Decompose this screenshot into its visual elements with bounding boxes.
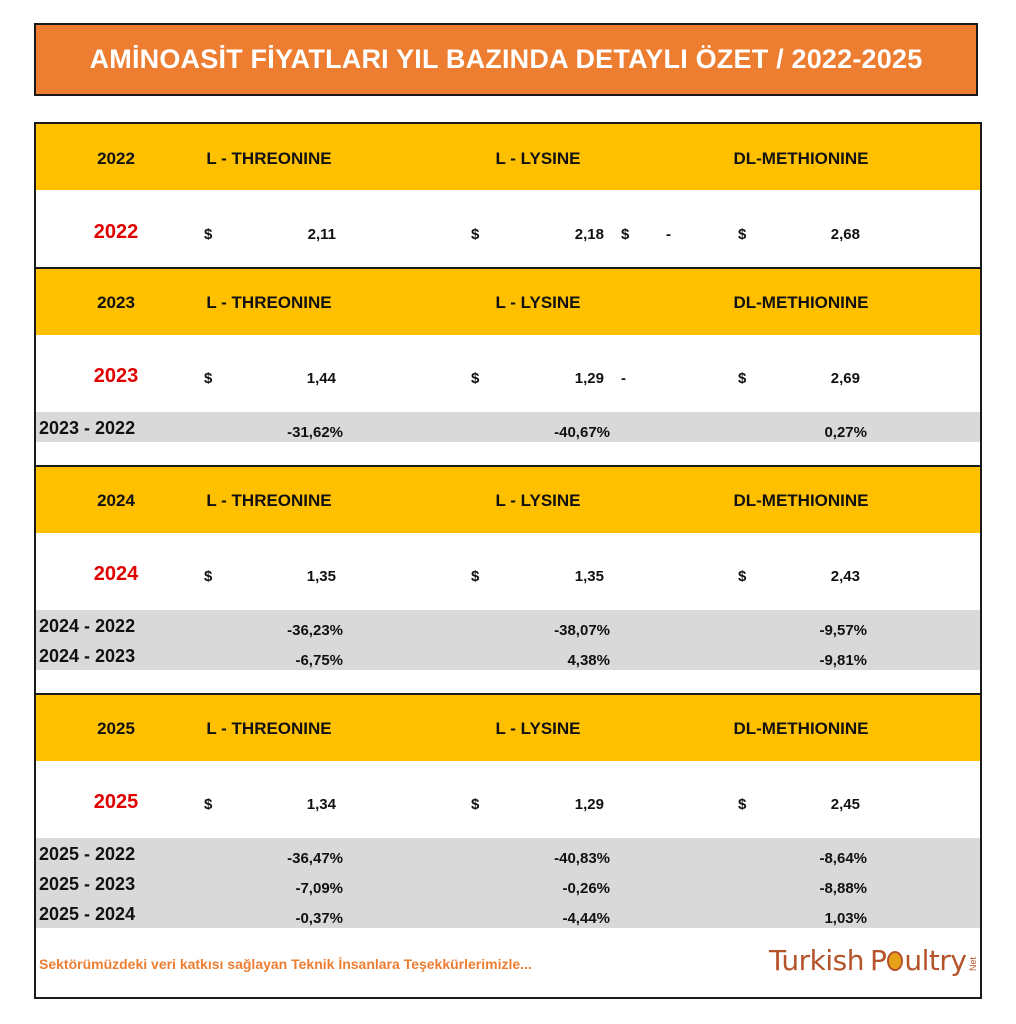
- diff-threonine: -31,62%: [287, 424, 343, 441]
- header-band-2022: [36, 124, 980, 190]
- diff-threonine: -6,75%: [295, 652, 343, 669]
- price-threonine-2024: 1,35: [306, 568, 336, 585]
- header-year-2023: 2023: [97, 293, 135, 312]
- diff-methionine: -8,88%: [819, 880, 867, 897]
- diff-band-2023: [36, 412, 980, 442]
- dollar-sign: $: [738, 796, 747, 813]
- dollar-sign: $: [204, 568, 213, 585]
- egg-icon: [887, 950, 904, 971]
- diff-band-2024: [36, 610, 980, 670]
- year-label-2025: 2025: [93, 791, 139, 813]
- price-lysine-2025: 1,29: [574, 796, 604, 813]
- header-methionine-2023: DL-METHIONINE: [733, 293, 869, 312]
- logo-net: Net: [968, 956, 979, 971]
- price-methionine-2025: 2,45: [830, 796, 860, 813]
- dollar-sign: $: [738, 370, 747, 387]
- diff-lysine: -40,67%: [554, 424, 610, 441]
- header-methionine-2022: DL-METHIONINE: [733, 149, 869, 168]
- dash-mark: -: [666, 226, 671, 243]
- price-lysine-2023: 1,29: [574, 370, 604, 387]
- header-year-2024: 2024: [97, 491, 135, 510]
- diff-lysine: 4,38%: [567, 652, 610, 669]
- diff-lysine: -40,83%: [554, 850, 610, 867]
- dollar-sign: $: [471, 370, 480, 387]
- diff-methionine: 1,03%: [824, 910, 867, 927]
- diff-threonine: -7,09%: [295, 880, 343, 897]
- header-threonine-2025: L - THREONINE: [206, 719, 332, 738]
- price-methionine-2022: 2,68: [830, 226, 860, 243]
- diff-label: 2024 - 2023: [39, 646, 136, 666]
- year-label-2023: 2023: [93, 365, 139, 387]
- dollar-sign: $: [204, 796, 213, 813]
- diff-threonine: -36,47%: [287, 850, 343, 867]
- dollar-sign: $: [204, 370, 213, 387]
- diff-lysine: -4,44%: [562, 910, 610, 927]
- header-methionine-2024: DL-METHIONINE: [733, 491, 869, 510]
- diff-label: 2025 - 2024: [39, 904, 136, 924]
- header-year-2022: 2022: [97, 149, 135, 168]
- block-divider: [36, 267, 980, 269]
- diff-methionine: 0,27%: [824, 424, 867, 441]
- logo-letter-p: P: [869, 944, 887, 977]
- block-divider: [36, 693, 980, 695]
- logo-word-turkish: Turkish: [769, 944, 864, 977]
- header-band-2023: [36, 269, 980, 335]
- diff-threonine: -0,37%: [295, 910, 343, 927]
- header-band-2024: [36, 467, 980, 533]
- header-lysine-2022: L - LYSINE: [495, 149, 581, 168]
- price-threonine-2022: 2,11: [307, 226, 336, 243]
- price-threonine-2025: 1,34: [306, 796, 336, 813]
- year-label-2024: 2024: [93, 563, 139, 585]
- year-label-2022: 2022: [93, 221, 139, 243]
- block-divider: [36, 465, 980, 467]
- price-lysine-2022: 2,18: [574, 226, 604, 243]
- header-lysine-2023: L - LYSINE: [495, 293, 581, 312]
- diff-band-2025: [36, 838, 980, 928]
- diff-threonine: -36,23%: [287, 622, 343, 639]
- diff-lysine: -38,07%: [554, 622, 610, 639]
- dollar-sign: $: [204, 226, 213, 243]
- diff-methionine: -9,57%: [819, 622, 867, 639]
- dollar-sign: $: [471, 568, 480, 585]
- page-title: AMİNOASİT FİYATLARI YIL BAZINDA DETAYLI …: [89, 44, 923, 74]
- header-threonine-2023: L - THREONINE: [206, 293, 332, 312]
- footer-note: Sektörümüzdeki veri katkısı sağlayan Tek…: [39, 956, 532, 972]
- diff-label: 2025 - 2022: [39, 844, 136, 864]
- diff-label: 2023 - 2022: [39, 418, 136, 438]
- dollar-sign: $: [471, 226, 480, 243]
- header-year-2025: 2025: [97, 719, 135, 738]
- diff-label: 2024 - 2022: [39, 616, 136, 636]
- dollar-sign-extra: $: [621, 226, 630, 243]
- header-band-2025: [36, 695, 980, 761]
- dash-mark: -: [621, 370, 626, 387]
- price-lysine-2024: 1,35: [574, 568, 604, 585]
- header-threonine-2024: L - THREONINE: [206, 491, 332, 510]
- dollar-sign: $: [738, 568, 747, 585]
- diff-label: 2025 - 2023: [39, 874, 136, 894]
- header-methionine-2025: DL-METHIONINE: [733, 719, 869, 738]
- diff-methionine: -8,64%: [819, 850, 867, 867]
- dollar-sign: $: [738, 226, 747, 243]
- header-lysine-2025: L - LYSINE: [495, 719, 581, 738]
- price-table: 2022 L - THREONINE L - LYSINE DL-METHION…: [34, 122, 982, 999]
- diff-methionine: -9,81%: [819, 652, 867, 669]
- title-banner: AMİNOASİT FİYATLARI YIL BAZINDA DETAYLI …: [34, 23, 978, 96]
- diff-lysine: -0,26%: [562, 880, 610, 897]
- dollar-sign: $: [471, 796, 480, 813]
- header-threonine-2022: L - THREONINE: [206, 149, 332, 168]
- header-lysine-2024: L - LYSINE: [495, 491, 581, 510]
- price-methionine-2023: 2,69: [830, 370, 860, 387]
- price-methionine-2024: 2,43: [830, 568, 860, 585]
- logo-letters-ultry: ultry: [904, 944, 967, 977]
- price-threonine-2023: 1,44: [306, 370, 336, 387]
